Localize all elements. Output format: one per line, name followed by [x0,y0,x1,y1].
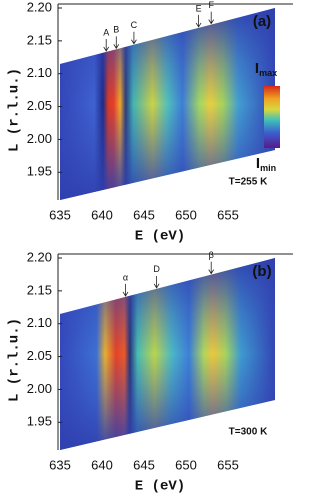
x-axis-label: E (eV) [135,229,185,245]
panel-label: (a) [253,13,271,30]
y-tick-label: 2.15 [27,32,52,47]
x-tick-label: 650 [175,207,197,222]
colorbar-label-sub: max [259,68,277,78]
annotation: F [208,0,214,10]
annotation: β [209,250,214,260]
figure: 1.95 2.00 2.05 2.10 2.15 2.20 635 640 645 650 655 E… [7,0,293,495]
annotation: A [103,27,109,37]
colorbar [264,86,280,148]
x-tick-label: 640 [91,207,113,222]
annotation-arrow [103,38,110,52]
annotation: α [123,272,128,282]
x-axis-label: E (eV) [135,479,185,495]
y-tick-label: 2.05 [27,348,52,363]
x-tick-label: 645 [133,457,155,472]
heatmap-shade [60,8,275,200]
colorbar-label-sub: min [260,163,276,173]
annotation-arrow [113,36,120,50]
temperature-label: T=255 K [229,177,268,188]
annotation-arrow [195,14,202,28]
colorbar-label-main: I [255,60,259,77]
y-axis-label: L (r.l.u.) [7,318,23,402]
x-tick-label: 650 [175,457,197,472]
y-tick-label: 2.00 [27,381,52,396]
panel-label: (b) [252,263,271,280]
x-tick-label: 655 [217,457,239,472]
annotation-arrow [208,261,215,275]
annotation-arrow [208,11,215,25]
y-tick-label: 2.20 [27,0,52,14]
annotation: E [196,3,202,13]
y-tick-label: 1.95 [27,414,52,429]
annotation: D [153,264,160,274]
y-axis-label: L (r.l.u.) [7,68,23,152]
x-tick-label: 635 [49,207,71,222]
heatmap-shade [60,258,275,450]
y-tick-label: 2.15 [27,282,52,297]
y-tick-label: 2.05 [27,98,52,113]
colorbar-label: Imin [256,155,276,173]
y-tick-label: 2.10 [27,315,52,330]
x-tick-label: 655 [217,207,239,222]
x-tick-label: 640 [91,457,113,472]
annotation: B [113,25,119,35]
colorbar-label: Imax [255,60,277,78]
annotation-arrow [153,275,160,289]
colorbar-label-main: I [256,155,260,172]
x-tick-label: 635 [49,457,71,472]
y-tick-label: 2.20 [27,249,52,264]
y-tick-label: 2.10 [27,65,52,80]
annotation-arrow [131,31,137,45]
annotation: C [131,20,138,30]
y-tick-label: 1.95 [27,164,52,179]
y-tick-label: 2.00 [27,131,52,146]
x-tick-label: 645 [133,207,155,222]
temperature-label: T=300 K [229,427,268,438]
annotation-arrow [122,283,129,297]
